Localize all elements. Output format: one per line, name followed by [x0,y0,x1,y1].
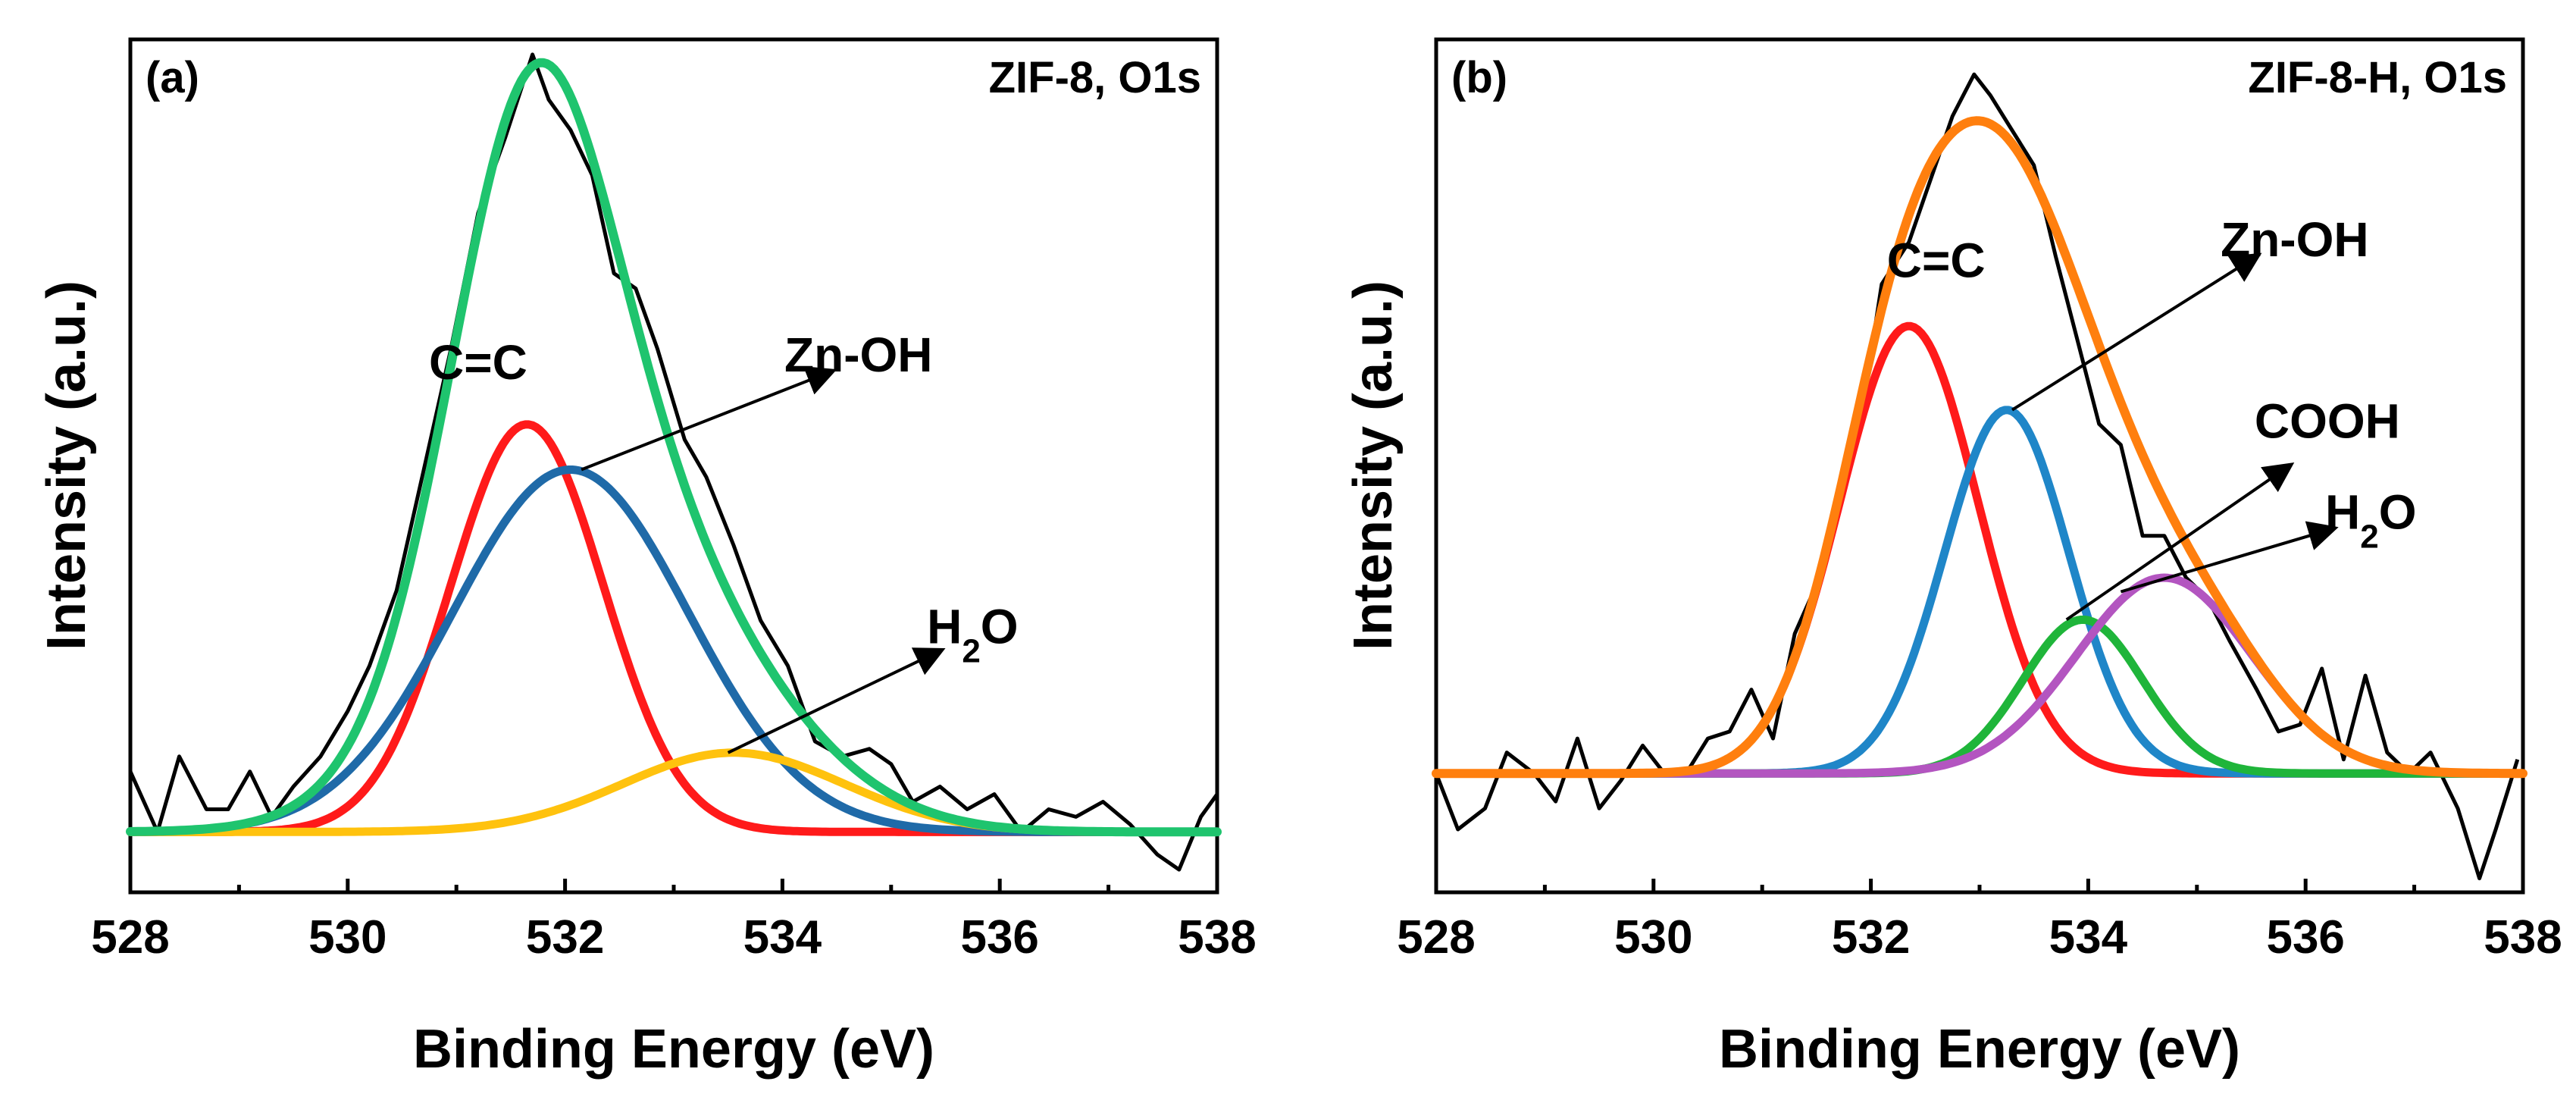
panel-a-ylabel: Intensity (a.u.) [36,281,97,650]
panel-a-peak-label: C=C [429,335,527,390]
panel-b-tick-label: 536 [2266,911,2344,964]
peak-label-text: C=C [429,335,527,390]
panel-b-peak-label: H2O [2325,484,2416,555]
panel-a-peak-zn-oh [126,465,1222,836]
peak-label-text: H [2325,484,2360,539]
panel-b-annotations: C=C Zn-OH COOH H2O [1887,212,2416,622]
panel-b-x-ticks: 528 530 532 534 536 538 [1397,879,2562,964]
peak-label-text: Zn-OH [784,328,933,382]
panel-a-x-ticks: 528 530 532 534 536 538 [91,879,1257,964]
panel-a-tick-label: 536 [960,911,1038,964]
panel-b-tick-label: 528 [1397,911,1475,964]
panel-a-tick-label: 532 [526,911,604,964]
panel-a-tick-label: 528 [91,911,169,964]
peak-label-tail: O [2379,484,2417,539]
panel-a-raw-data-line [128,52,1219,872]
panel-b-ylabel: Intensity (a.u.) [1343,281,1404,650]
panel-a-label: (a) [146,53,199,102]
panel-a-peak-c-c [126,420,1222,836]
panel-b-tick-label: 532 [1832,911,1910,964]
peak-label-text: COOH [2255,394,2400,449]
panel-b-tick-label: 538 [2484,911,2562,964]
peak-label-subscript: 2 [2360,518,2378,555]
panel-a-peak-label: H2O [927,599,1018,669]
panel-a-peak-label: Zn-OH [784,328,933,382]
panel-a-tick-label: 534 [743,911,822,964]
panel-b-peak-label: C=C [1887,234,1986,288]
panel-b-peak-zn-oh [1432,406,2527,778]
peak-label-tail: O [981,599,1019,654]
panel-a-title: ZIF-8, O1s [989,53,1201,102]
panel-a-xlabel: Binding Energy (eV) [413,1019,934,1080]
panel-a-plot-area [126,52,1222,872]
panel-a-annotations: C=C Zn-OH H2O [429,328,1019,754]
panel-b-peak-label: Zn-OH [2221,212,2369,267]
panel-b-peak-label: COOH [2255,394,2400,449]
panel-a-annotation-arrow [581,366,837,472]
panel-a: 528 530 532 534 536 538 C=C Zn-OH H2O (a) ZIF-8… [36,37,1257,1080]
panel-b-annotation-arrow [2065,462,2295,622]
panel-b-plot-area [1432,72,2527,881]
panel-b-annotation-arrow [2011,252,2262,412]
panel-b-xlabel: Binding Energy (eV) [1719,1019,2240,1080]
panel-a-peak-h2o [126,748,1222,836]
panel-b-tick-label: 530 [1614,911,1692,964]
panel-b-envelope-fit [1432,116,2527,779]
peak-label-text: Zn-OH [2221,212,2369,267]
panel-b-frame [1434,37,2525,895]
panel-a-envelope-fit [126,58,1222,837]
panel-b-label: (b) [1451,53,1507,102]
peak-label-text: C=C [1887,234,1986,288]
panel-b-annotation-arrow [2120,521,2339,594]
panel-a-annotation-arrow [727,647,946,754]
panel-b-tick-label: 534 [2049,911,2128,964]
panel-b-title: ZIF-8-H, O1s [2248,53,2507,102]
peak-label-text: H [927,599,962,654]
panel-b: 528 530 532 534 536 538 C=C Zn-OH COOH H2O (b) Z… [1343,37,2562,1080]
panel-a-tick-label: 538 [1178,911,1256,964]
peak-label-subscript: 2 [962,632,980,669]
panel-a-tick-label: 530 [308,911,387,964]
